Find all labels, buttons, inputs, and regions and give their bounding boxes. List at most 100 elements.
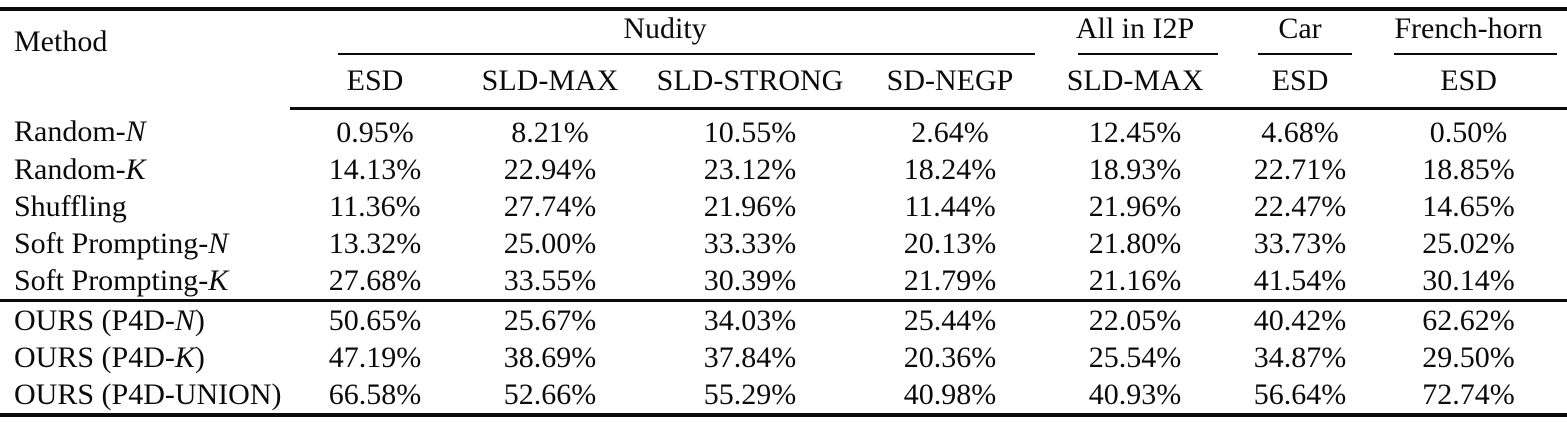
- group-label: Nudity: [623, 12, 707, 45]
- group-underline: [1394, 53, 1558, 55]
- value-cell: 8.21%: [511, 115, 589, 149]
- method-cell: Soft Prompting-K: [0, 262, 290, 301]
- method-cell: OURS (P4D-N): [0, 299, 290, 339]
- method-name-text: Soft Prompting-: [14, 263, 209, 297]
- value-cell: 25.67%: [460, 299, 640, 339]
- method-column-header: Method: [14, 25, 108, 58]
- value-cell: 33.55%: [503, 263, 597, 297]
- value-cell: 20.13%: [903, 226, 997, 260]
- value-cell: 22.71%: [1253, 152, 1347, 186]
- value-cell: 21.80%: [1088, 226, 1182, 260]
- value-cell: 25.44%: [860, 299, 1041, 339]
- value-cell: 34.87%: [1253, 340, 1347, 374]
- table-row: OURS (P4D-UNION) 66.58% 52.66% 55.29% 40.98%…: [0, 376, 1567, 415]
- sub-header-sld-strong: SLD-STRONG: [640, 55, 860, 110]
- method-name-text: ): [194, 303, 205, 337]
- method-name-text: Random-: [14, 114, 126, 148]
- value-cell: 21.79%: [903, 263, 997, 297]
- table-row: Soft Prompting-K 27.68% 33.55% 30.39% 21.79%…: [0, 262, 1567, 301]
- value-cell: 12.45%: [1088, 115, 1182, 149]
- group-underline: [1078, 53, 1219, 55]
- value-cell: 18.85%: [1422, 152, 1515, 186]
- method-name-text: OURS (P4D-UNION): [14, 377, 282, 411]
- value-cell: 2.64%: [911, 115, 989, 149]
- table-row: Random-N 0.95% 8.21% 10.55% 2.64% 12.45% 4.68%…: [0, 109, 1567, 152]
- value-cell: 41.54%: [1253, 263, 1347, 297]
- method-name-text: Soft Prompting-: [14, 226, 209, 260]
- value-cell: 55.29%: [703, 377, 797, 411]
- value-cell: 30.14%: [1422, 263, 1515, 297]
- value-cell: 72.74%: [1422, 377, 1515, 411]
- value-cell: 33.73%: [1253, 226, 1347, 260]
- method-name-text: ): [194, 340, 205, 374]
- value-cell: 20.36%: [903, 340, 997, 374]
- group-label: French-horn: [1394, 12, 1543, 45]
- value-cell: 52.66%: [503, 377, 597, 411]
- value-cell: 11.44%: [904, 189, 996, 223]
- value-cell: 29.50%: [1422, 340, 1515, 374]
- sub-header-esd-car: ESD: [1230, 55, 1371, 110]
- value-cell: 40.98%: [903, 377, 997, 411]
- value-cell: 10.55%: [703, 115, 797, 149]
- sub-header-sld-max-i2p: SLD-MAX: [1040, 55, 1231, 110]
- method-cell: Shuffling: [0, 188, 290, 225]
- table-row: Shuffling 11.36% 27.74% 21.96% 11.44% 21.96% 2…: [0, 188, 1567, 225]
- value-cell: 21.16%: [1088, 263, 1182, 297]
- table-row: OURS (P4D-K) 47.19% 38.69% 37.84% 20.36% 25.5…: [0, 339, 1567, 376]
- method-variant-letter: N: [174, 303, 195, 337]
- method-cell: Random-N: [0, 109, 290, 152]
- value-cell: 11.36%: [329, 189, 421, 223]
- group-label: Car: [1278, 12, 1322, 45]
- method-cell: OURS (P4D-UNION): [0, 376, 290, 415]
- value-cell: 38.69%: [503, 340, 597, 374]
- table-row: Random-K 14.13% 22.94% 23.12% 18.24% 18.93% 22…: [0, 151, 1567, 188]
- value-cell: 25.54%: [1088, 340, 1182, 374]
- value-cell: 37.84%: [703, 340, 797, 374]
- value-cell: 27.74%: [503, 189, 597, 223]
- group-underline: [1258, 53, 1353, 55]
- group-header-nudity: Nudity: [290, 9, 1040, 55]
- value-cell: 30.39%: [703, 263, 797, 297]
- group-underline: [338, 53, 1036, 55]
- value-cell: 22.05%: [1040, 299, 1231, 339]
- method-variant-letter: K: [208, 263, 229, 297]
- value-cell: 27.68%: [328, 263, 422, 297]
- value-cell: 22.47%: [1253, 189, 1347, 223]
- value-cell: 18.24%: [903, 152, 997, 186]
- value-cell: 47.19%: [328, 340, 422, 374]
- value-cell: 40.93%: [1088, 377, 1182, 411]
- method-cell: Random-K: [0, 151, 290, 188]
- value-cell: 4.68%: [1261, 115, 1339, 149]
- method-variant-letter: K: [125, 152, 146, 186]
- method-name-text: Random-: [14, 152, 126, 186]
- value-cell: 21.96%: [1088, 189, 1182, 223]
- method-name-text: OURS (P4D-: [14, 340, 175, 374]
- method-variant-letter: N: [208, 226, 229, 260]
- group-header-french-horn: French-horn: [1370, 9, 1567, 55]
- method-name-text: OURS (P4D-: [14, 303, 175, 337]
- value-cell: 14.65%: [1422, 189, 1515, 223]
- value-cell: 62.62%: [1370, 299, 1567, 339]
- value-cell: 56.64%: [1253, 377, 1347, 411]
- value-cell: 50.65%: [290, 299, 460, 339]
- table-row: Soft Prompting-N 13.32% 25.00% 33.33% 20.13%…: [0, 225, 1567, 262]
- value-cell: 34.03%: [640, 299, 860, 339]
- sub-header-row: ESD SLD-MAX SLD-STRONG SD-NEGP SLD-MAX E…: [0, 55, 1567, 110]
- value-cell: 22.94%: [503, 152, 597, 186]
- table-header: Method Nudity All in I2P Car French-horn: [0, 9, 1567, 110]
- method-cell: OURS (P4D-K): [0, 339, 290, 376]
- value-cell: 0.95%: [336, 115, 414, 149]
- value-cell: 14.13%: [328, 152, 422, 186]
- value-cell: 23.12%: [703, 152, 797, 186]
- value-cell: 18.93%: [1088, 152, 1182, 186]
- sub-header-sd-negp: SD-NEGP: [860, 55, 1041, 110]
- sub-header-esd-nudity: ESD: [290, 55, 460, 110]
- method-name-text: Shuffling: [14, 189, 127, 223]
- method-variant-letter: N: [125, 114, 146, 148]
- sub-header-esd-french-horn: ESD: [1370, 55, 1567, 110]
- group-header-car: Car: [1230, 9, 1370, 55]
- value-cell: 25.02%: [1422, 226, 1515, 260]
- sub-header-sld-max-nudity: SLD-MAX: [460, 55, 640, 110]
- group-label: All in I2P: [1075, 12, 1195, 45]
